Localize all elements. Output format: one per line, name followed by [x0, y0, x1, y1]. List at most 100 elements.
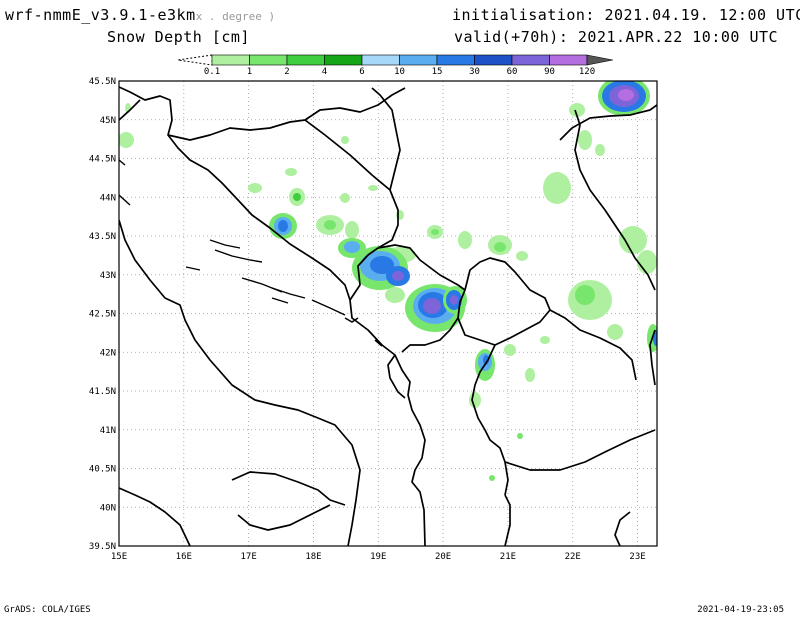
island [214, 249, 263, 263]
adriatic-coastline [119, 86, 426, 546]
lat-tick-label: 40N [100, 503, 116, 513]
latitude-labels: 45.5N 45N 44.5N 44N 43.5N 43N 42.5N 42N 41.5N 41N… [89, 77, 116, 552]
snow-patch [575, 285, 595, 305]
snow-patch [494, 242, 506, 252]
colorbar-label: 120 [579, 67, 595, 77]
snow-patch [344, 241, 360, 253]
snow-patch [637, 250, 657, 274]
peloponnese-coast [614, 511, 631, 546]
island [209, 239, 241, 249]
island [119, 194, 131, 206]
footer-timestamp: 2021-04-19-23:05 [697, 605, 784, 615]
danube-border [559, 104, 657, 141]
macedonia-bulgaria-border [549, 309, 637, 381]
taranto-coastline [231, 471, 346, 506]
colorbar-label: 10 [394, 67, 405, 77]
serbia-west-border [371, 87, 401, 191]
colorbar-label: 0.1 [204, 67, 220, 77]
lon-tick-label: 16E [176, 552, 192, 562]
island [311, 299, 346, 316]
field-title: Snow Depth [cm] [107, 28, 250, 46]
east-border [649, 329, 656, 386]
islands [119, 159, 359, 323]
colorbar-label: 90 [544, 67, 555, 77]
model-title: wrf-nmmE_v3.9.1-e3kmx . degree ) [5, 6, 276, 24]
valid-time: valid(+70h): 2021.APR.22 10:00 UTC [454, 28, 779, 46]
snow-patch [504, 344, 516, 356]
montenegro-serbia-border [377, 244, 466, 291]
snow-patch [293, 193, 301, 201]
longitude-labels: 15E 16E 17E 18E 19E 20E 21E 22E 23E [111, 552, 646, 562]
snow-patches [119, 81, 657, 481]
snow-patch [458, 231, 472, 249]
colorbar-label: 15 [432, 67, 443, 77]
snow-patch [469, 392, 481, 408]
snow-patch [450, 295, 458, 305]
snow-patch [578, 130, 592, 150]
snow-patch [324, 220, 336, 230]
lat-tick-label: 40.5N [89, 465, 116, 475]
snow-patch [483, 355, 489, 365]
lat-tick-label: 45.5N [89, 77, 116, 87]
snow-patch [385, 287, 405, 303]
snow-patch [392, 271, 404, 281]
snow-patch [489, 475, 495, 481]
colorbar-label: 60 [507, 67, 518, 77]
coastlines-borders [119, 86, 657, 546]
colorbar-legend: 0.1 1 2 4 6 10 15 30 60 90 120 [177, 54, 614, 77]
bosnia-border [304, 119, 399, 301]
snow-patch [618, 89, 634, 101]
gulf-coast [237, 504, 331, 531]
lon-tick-label: 23E [629, 552, 645, 562]
snow-patch [285, 168, 297, 176]
lat-tick-label: 43.5N [89, 232, 116, 242]
lon-tick-label: 18E [305, 552, 321, 562]
lat-tick-label: 41N [100, 426, 116, 436]
lon-tick-label: 20E [435, 552, 451, 562]
snow-patch [595, 144, 605, 156]
italy-coastline [119, 219, 361, 546]
lat-tick-label: 45N [100, 116, 116, 126]
coast-detail [374, 339, 383, 347]
lat-tick-label: 41.5N [89, 387, 116, 397]
colorbar-high-arrow [586, 54, 614, 66]
lat-tick-label: 42.5N [89, 310, 116, 320]
lat-tick-label: 42N [100, 348, 116, 358]
snow-patch [248, 183, 262, 193]
lat-tick-label: 43N [100, 271, 116, 281]
lon-tick-label: 17E [241, 552, 257, 562]
bay-detail [387, 354, 406, 399]
greece-border [504, 429, 656, 471]
calabria-coastline [119, 487, 191, 546]
colorbar-label: 30 [469, 67, 480, 77]
snow-patch [540, 336, 550, 344]
lat-tick-label: 44N [100, 193, 116, 203]
croatia-border [167, 87, 406, 141]
snow-patch [368, 185, 378, 191]
kosovo-border [457, 257, 551, 346]
lat-tick-label: 39.5N [89, 542, 116, 552]
colorbar-label: 6 [359, 67, 364, 77]
snow-patch [278, 220, 288, 232]
snow-patch [119, 132, 134, 148]
istria-coast [119, 99, 141, 121]
snow-patch [619, 226, 647, 254]
snow-patch [525, 368, 535, 382]
snow-patch [569, 103, 585, 117]
lon-tick-label: 21E [500, 552, 516, 562]
island [344, 317, 359, 323]
serbia-bulgaria-border [574, 109, 656, 291]
colorbar-label: 1 [247, 67, 252, 77]
snow-patch [607, 324, 623, 340]
colorbar-label: 4 [322, 67, 327, 77]
island [271, 287, 306, 299]
footer-credit: GrADS: COLA/IGES [4, 605, 91, 615]
island [119, 159, 126, 166]
snow-patch [341, 136, 349, 144]
snow-patch [516, 251, 528, 261]
snow-patch [340, 193, 350, 203]
map-frame [118, 80, 658, 547]
grid-note: x . degree ) [195, 10, 276, 23]
snow-patch [423, 298, 441, 314]
island [185, 266, 201, 271]
